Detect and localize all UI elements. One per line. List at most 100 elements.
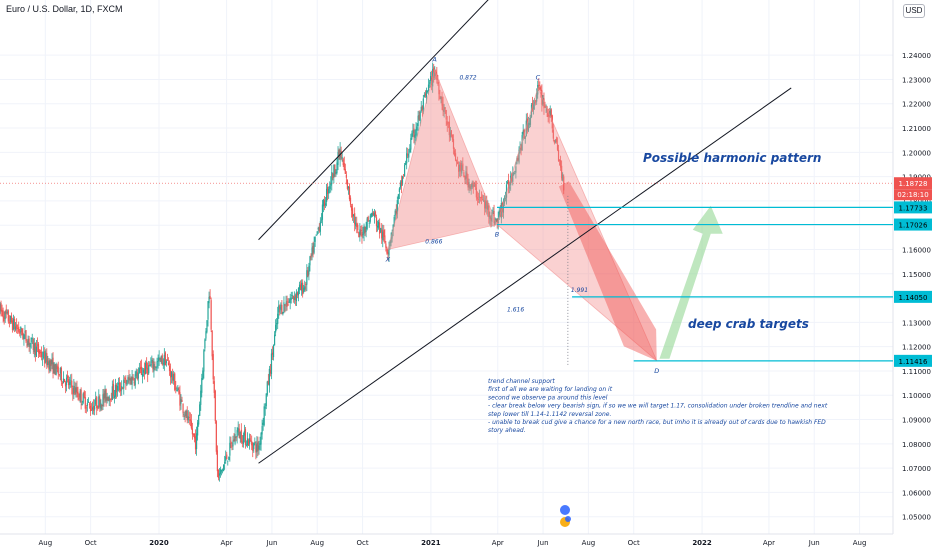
trend-channel[interactable]: [258, 0, 792, 464]
candle-body: [101, 404, 103, 407]
candle-body: [98, 396, 100, 407]
candle-body: [428, 82, 431, 84]
candle-body: [413, 128, 415, 138]
candle-body: [379, 222, 381, 234]
candle-body: [273, 334, 276, 346]
candle-body: [485, 201, 487, 209]
candle-body: [4, 311, 6, 320]
candle-body: [189, 419, 191, 421]
candle-body: [335, 172, 337, 174]
price-tick-label: 1.05000: [902, 514, 931, 522]
candle-body: [562, 174, 564, 181]
candle-body: [462, 163, 464, 171]
price-tick-label: 1.15000: [902, 271, 931, 279]
candle-body: [153, 364, 155, 372]
candle-body: [102, 394, 104, 407]
candle-body: [434, 72, 436, 77]
candle-body: [365, 226, 367, 233]
candle-body: [542, 97, 544, 105]
candle-body: [306, 270, 308, 285]
candle-body: [252, 443, 254, 451]
time-tick-label: Oct: [356, 539, 368, 547]
candle-body: [387, 252, 389, 255]
candle-body: [167, 362, 170, 365]
candle-body: [436, 73, 438, 80]
candle-body: [217, 469, 220, 478]
candle-body: [106, 396, 108, 401]
candle-body: [424, 93, 427, 96]
candle-body: [251, 441, 253, 446]
candle-body: [266, 381, 268, 395]
candle-body: [276, 323, 278, 325]
candle-body: [302, 282, 304, 295]
candle-body: [513, 172, 515, 175]
candle-body: [338, 149, 340, 158]
currency-badge[interactable]: USD: [903, 4, 925, 18]
candle-body: [422, 98, 424, 110]
bearish-projection-arrow: [558, 181, 657, 361]
candle-body: [520, 147, 522, 150]
candle-body: [264, 406, 266, 409]
candle-body: [120, 388, 122, 392]
symbol-title[interactable]: Euro / U.S. Dollar, 1D, FXCM: [6, 4, 123, 14]
candle-body: [438, 84, 440, 95]
candle-body: [456, 160, 458, 162]
time-tick-label: Apr: [763, 539, 775, 547]
candle-body: [58, 374, 60, 376]
price-tick-label: 1.06000: [902, 489, 931, 497]
candle-body: [198, 415, 200, 425]
candle-body: [320, 219, 322, 221]
candle-body: [86, 403, 88, 406]
candle-body: [383, 229, 385, 237]
channel-lower-line: [258, 87, 792, 464]
price-axis-labels: 1.18728 02:18:10 1.17733 1.17026 1.14050 1.11…: [894, 177, 932, 367]
candle-body: [186, 410, 188, 421]
target-price-label: 1.17026: [899, 222, 928, 230]
candle-body: [242, 435, 244, 444]
time-tick-label: Apr: [221, 539, 233, 547]
candle-body: [25, 330, 27, 342]
candle-body: [512, 172, 514, 182]
price-tick-label: 1.07000: [902, 465, 931, 473]
candle-body: [334, 164, 336, 175]
candle-body: [437, 81, 439, 85]
candle-body: [292, 295, 294, 300]
candle-body: [65, 377, 68, 386]
candle-body: [496, 219, 498, 223]
candle-body: [12, 318, 15, 330]
candle-body: [304, 286, 306, 290]
target-price-label-bg: [894, 201, 932, 214]
candle-body: [427, 84, 430, 91]
candle-body: [228, 456, 230, 460]
candle-body: [20, 327, 22, 333]
candle-body: [176, 390, 178, 392]
candle-body: [195, 433, 198, 450]
candle-body: [62, 378, 65, 384]
candle-body: [408, 153, 410, 158]
candle-body: [563, 176, 565, 191]
candle-body: [303, 287, 305, 293]
candle-body: [551, 115, 553, 129]
candle-body: [19, 331, 21, 334]
candle-body: [204, 339, 206, 349]
candle-body: [229, 442, 231, 456]
time-tick-label: Aug: [310, 539, 324, 547]
candle-body: [88, 403, 91, 405]
candle-body: [405, 162, 407, 165]
candle-body: [480, 196, 483, 199]
time-tick-label: Apr: [492, 539, 504, 547]
countdown-label: 02:18:10: [897, 191, 928, 199]
candle-body: [119, 382, 121, 391]
candle-body: [183, 414, 185, 416]
price-tick-label: 1.23000: [902, 76, 931, 84]
candle-body: [37, 343, 40, 353]
candle-body: [164, 352, 166, 366]
candle-body: [103, 393, 105, 400]
candle-body: [308, 265, 310, 275]
candle-body: [348, 186, 351, 200]
candle-body: [18, 326, 20, 332]
candle-body: [475, 187, 477, 198]
candle-body: [510, 175, 512, 186]
